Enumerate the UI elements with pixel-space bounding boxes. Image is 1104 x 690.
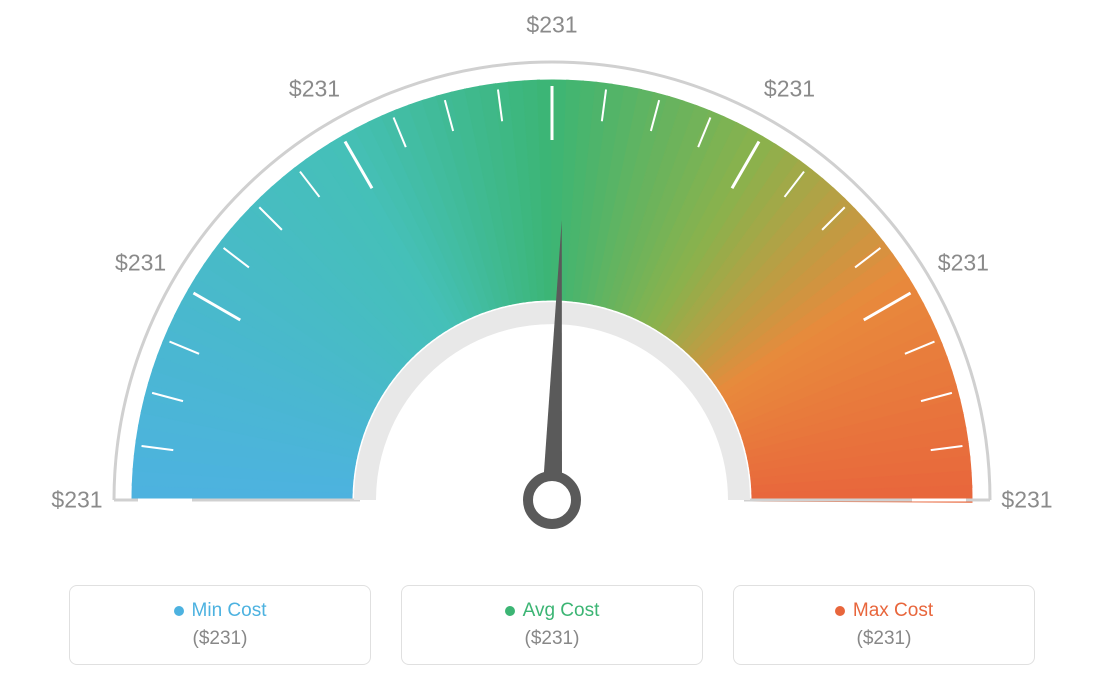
- gauge-needle-base: [528, 476, 576, 524]
- legend-value-max: ($231): [857, 628, 912, 650]
- gauge-svg: [0, 0, 1104, 560]
- legend-dot-avg: [505, 606, 515, 616]
- legend-top-max: Max Cost: [835, 600, 933, 622]
- gauge-area: $231 $231 $231 $231 $231 $231 $231: [0, 0, 1104, 560]
- gauge-tick-label: $231: [289, 75, 340, 102]
- legend-card-avg: Avg Cost ($231): [401, 585, 703, 665]
- legend-dot-min: [174, 606, 184, 616]
- gauge-tick-label: $231: [764, 75, 815, 102]
- legend-label-max: Max Cost: [853, 600, 933, 622]
- legend-label-min: Min Cost: [192, 600, 267, 622]
- gauge-tick-label: $231: [526, 12, 577, 39]
- gauge-tick-label: $231: [1001, 487, 1052, 514]
- legend-label-avg: Avg Cost: [523, 600, 600, 622]
- legend-area: Min Cost ($231) Avg Cost ($231) Max Cost…: [0, 580, 1104, 670]
- legend-top-min: Min Cost: [174, 600, 267, 622]
- legend-dot-max: [835, 606, 845, 616]
- legend-top-avg: Avg Cost: [505, 600, 600, 622]
- legend-value-avg: ($231): [525, 628, 580, 650]
- gauge-tick-label: $231: [115, 249, 166, 276]
- gauge-tick-label: $231: [51, 487, 102, 514]
- legend-card-min: Min Cost ($231): [69, 585, 371, 665]
- gauge-chart-container: $231 $231 $231 $231 $231 $231 $231 Min Cost ($…: [0, 0, 1104, 690]
- legend-card-max: Max Cost ($231): [733, 585, 1035, 665]
- legend-value-min: ($231): [193, 628, 248, 650]
- gauge-tick-label: $231: [938, 249, 989, 276]
